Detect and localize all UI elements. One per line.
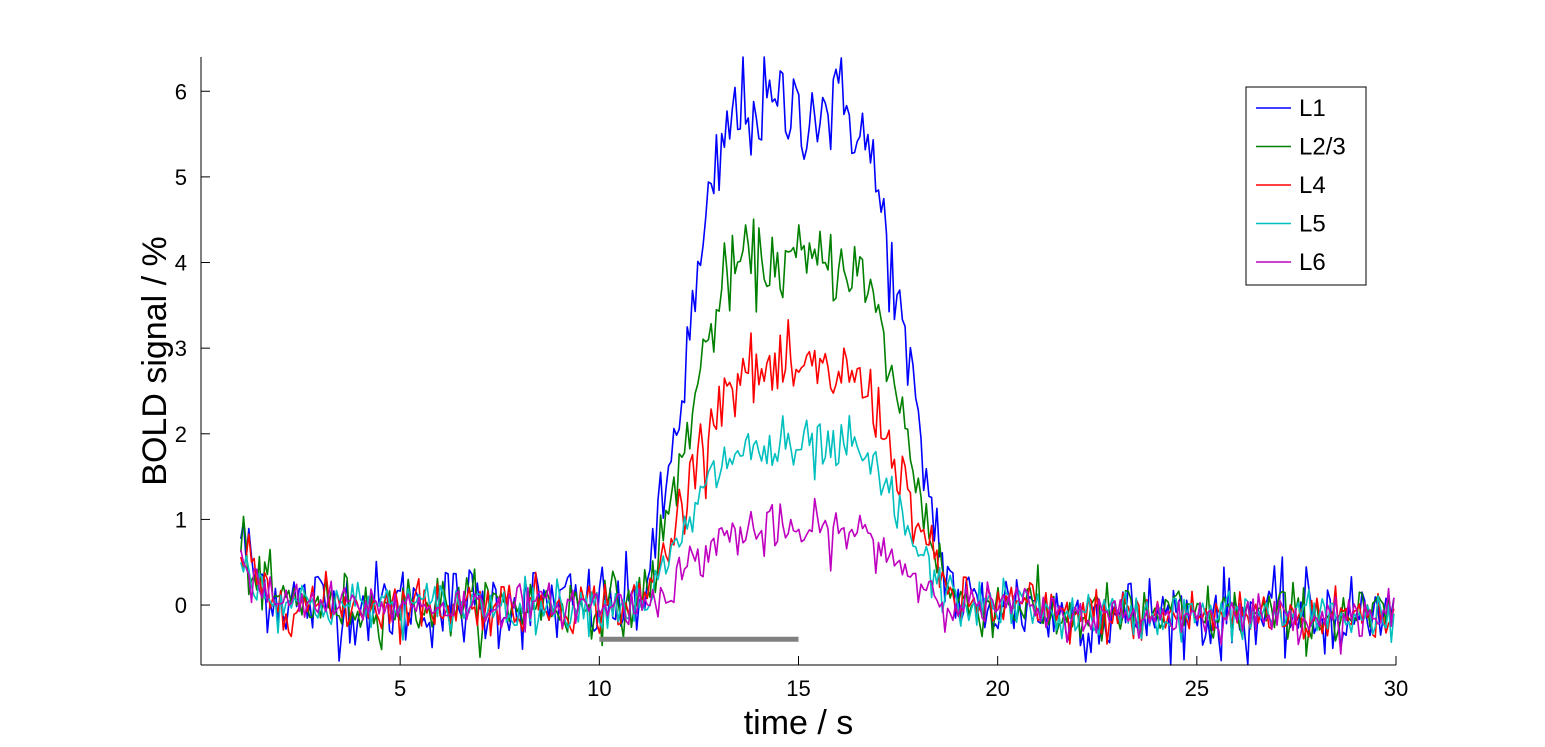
x-tick-label: 15 (786, 676, 810, 701)
y-tick-label: 5 (175, 165, 187, 190)
axes (200, 57, 1396, 666)
x-tick-label: 10 (587, 676, 611, 701)
legend-label: L2/3 (1299, 134, 1346, 161)
y-tick-label: 3 (175, 336, 187, 361)
legend-box (1245, 86, 1367, 286)
x-tick-label: 25 (1185, 676, 1209, 701)
legend: L1 L2/3 L4 L5 L6 (1245, 86, 1367, 286)
plot-area (240, 56, 1395, 666)
x-tick-label: 20 (985, 676, 1009, 701)
legend-label: L1 (1299, 95, 1326, 122)
series-line-l5 (240, 415, 1395, 644)
series-line-l4 (240, 319, 1395, 645)
y-axis-label: BOLD signal / % (136, 236, 174, 485)
series-line-l6 (240, 497, 1395, 655)
series-line-l1 (240, 56, 1395, 666)
y-tick-label: 6 (175, 79, 187, 104)
x-axis-label: time / s (744, 704, 854, 742)
y-tick-label: 4 (175, 251, 187, 276)
y-tick-label: 1 (175, 507, 187, 532)
legend-label: L6 (1299, 249, 1326, 276)
ticks: 5 10 15 20 25 30 0 1 2 3 4 5 6 (175, 79, 1408, 701)
legend-label: L5 (1299, 211, 1326, 238)
y-tick-label: 2 (175, 422, 187, 447)
x-tick-label: 5 (394, 676, 406, 701)
legend-label: L4 (1299, 172, 1326, 199)
x-tick-label: 30 (1384, 676, 1408, 701)
y-tick-label: 0 (175, 593, 187, 618)
